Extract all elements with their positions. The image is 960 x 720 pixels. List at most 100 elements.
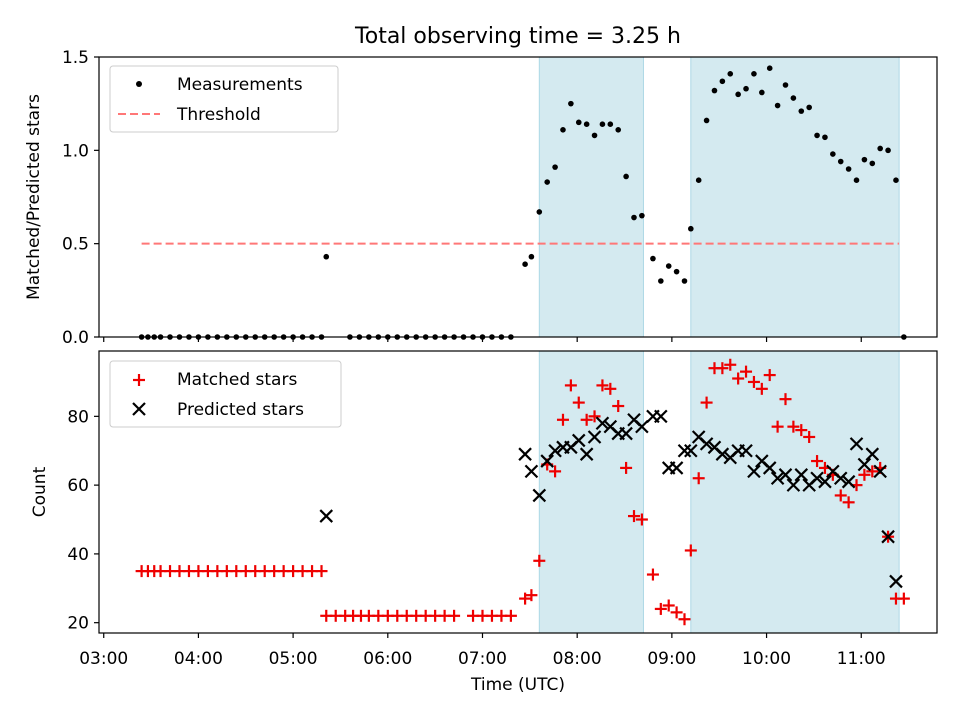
matched-star-point bbox=[620, 461, 633, 474]
predicted-star-point bbox=[747, 464, 761, 479]
measurement-point bbox=[711, 87, 718, 94]
matched-star-point bbox=[580, 413, 593, 426]
top-y-tick-label: 0.5 bbox=[62, 235, 89, 255]
measurement-point bbox=[806, 104, 812, 111]
predicted-star-point bbox=[587, 430, 602, 444]
x-axis-label: Time (UTC) bbox=[470, 675, 565, 695]
matched-star-point bbox=[779, 393, 792, 406]
matched-star-point bbox=[811, 455, 824, 468]
top-panel: 0.0 0.5 1.0 1.5 Matched/Predicted stars Mea… bbox=[24, 48, 938, 348]
measurement-point bbox=[650, 255, 656, 262]
matched-star-point bbox=[533, 554, 546, 567]
measurement-point bbox=[695, 177, 702, 183]
measurement-point bbox=[599, 121, 606, 127]
measurement-point bbox=[814, 132, 820, 139]
matched-star-point bbox=[627, 510, 640, 523]
measurement-point bbox=[536, 209, 543, 215]
top-legend: Measurements Threshold bbox=[109, 65, 339, 133]
x-tick-label: 05:00 bbox=[269, 649, 318, 669]
measurement-point bbox=[885, 147, 891, 154]
measurement-point bbox=[631, 214, 637, 221]
matched-star-point bbox=[700, 396, 713, 409]
measurement-point bbox=[688, 225, 694, 232]
matched-star-point bbox=[604, 382, 617, 395]
predicted-star-point bbox=[841, 474, 856, 489]
measurement-point bbox=[877, 145, 883, 152]
predicted-star-point bbox=[715, 447, 730, 461]
matched-star-point bbox=[724, 358, 737, 371]
top-shade-0 bbox=[538, 56, 644, 338]
measurement-point bbox=[790, 95, 797, 101]
legend-predicted-marker bbox=[132, 402, 146, 416]
predicted-star-point bbox=[881, 529, 895, 544]
matched-star-point bbox=[525, 589, 538, 602]
matched-star-point bbox=[596, 379, 609, 392]
measurement-point bbox=[665, 263, 672, 269]
matched-star-point bbox=[612, 400, 625, 413]
bottom-panel: 20 40 60 80 03:00 04:00 05:00 06:00 07:00 08:00 0… bbox=[30, 350, 938, 695]
matched-star-point bbox=[678, 613, 691, 626]
measurement-point bbox=[798, 108, 805, 114]
matched-star-point bbox=[504, 609, 517, 622]
matched-star-point bbox=[572, 396, 585, 409]
matched-star-point bbox=[763, 369, 776, 382]
measurement-point bbox=[639, 212, 645, 219]
predicted-star-point bbox=[524, 464, 539, 479]
legend-threshold-label: Threshold bbox=[176, 105, 261, 125]
measurement-point bbox=[751, 71, 757, 77]
legend-predicted-label: Predicted stars bbox=[177, 400, 304, 420]
matched-star-point bbox=[795, 424, 808, 437]
matched-star-point bbox=[755, 382, 768, 395]
predicted-star-point bbox=[786, 478, 801, 492]
predicted-star-point bbox=[684, 443, 698, 458]
matched-star-point bbox=[448, 609, 461, 622]
bottom-y-axis-label: Count bbox=[30, 466, 50, 517]
predicted-star-point bbox=[540, 454, 554, 468]
measurement-point bbox=[658, 278, 664, 284]
predicted-star-point bbox=[635, 419, 649, 434]
measurement-point bbox=[830, 151, 836, 157]
matched-star-point bbox=[787, 420, 800, 433]
x-tick-label: 11:00 bbox=[837, 649, 886, 669]
measurement-point bbox=[583, 121, 590, 127]
predicted-star-point bbox=[654, 409, 668, 424]
predicted-star-point bbox=[778, 468, 793, 482]
legend-matched-marker bbox=[133, 374, 145, 386]
predicted-star-point bbox=[579, 447, 594, 461]
matched-star-point bbox=[834, 489, 847, 502]
matched-star-point bbox=[684, 544, 697, 557]
measurement-point bbox=[869, 160, 876, 167]
predicted-star-point bbox=[619, 426, 633, 441]
matched-star-point bbox=[803, 430, 816, 443]
legend-matched-label: Matched stars bbox=[177, 370, 297, 390]
bottom-shade-0 bbox=[538, 350, 644, 634]
measurement-point bbox=[766, 65, 773, 71]
legend-measurements-marker bbox=[136, 81, 142, 87]
measurement-point bbox=[759, 89, 765, 96]
predicted-star-point bbox=[865, 447, 880, 461]
matched-star-point bbox=[732, 372, 745, 385]
top-y-axis-label: Matched/Predicted stars bbox=[24, 94, 44, 300]
matched-star-point bbox=[635, 513, 648, 526]
bottom-legend-box bbox=[109, 360, 342, 428]
top-shade-1 bbox=[690, 56, 900, 338]
predicted-star-point bbox=[319, 509, 334, 523]
matched-star-point bbox=[866, 465, 879, 478]
measurement-point bbox=[552, 164, 558, 170]
predicted-star-point bbox=[677, 443, 692, 458]
top-legend-box bbox=[109, 65, 339, 133]
measurement-point bbox=[522, 261, 528, 268]
matched-star-point bbox=[549, 465, 562, 478]
measurement-point bbox=[861, 156, 868, 163]
figure-title: Total observing time = 3.25 h bbox=[354, 24, 681, 49]
x-tick-label: 03:00 bbox=[79, 649, 128, 669]
measurement-point bbox=[323, 253, 330, 260]
measurement-point bbox=[673, 268, 680, 275]
measurement-point bbox=[703, 117, 710, 124]
predicted-star-point bbox=[794, 468, 809, 482]
top-plot-frame bbox=[98, 56, 938, 338]
measurement-point bbox=[623, 173, 629, 180]
predicted-star-point bbox=[595, 416, 610, 430]
x-tick-label: 04:00 bbox=[174, 649, 223, 669]
measurement-point bbox=[774, 102, 781, 109]
